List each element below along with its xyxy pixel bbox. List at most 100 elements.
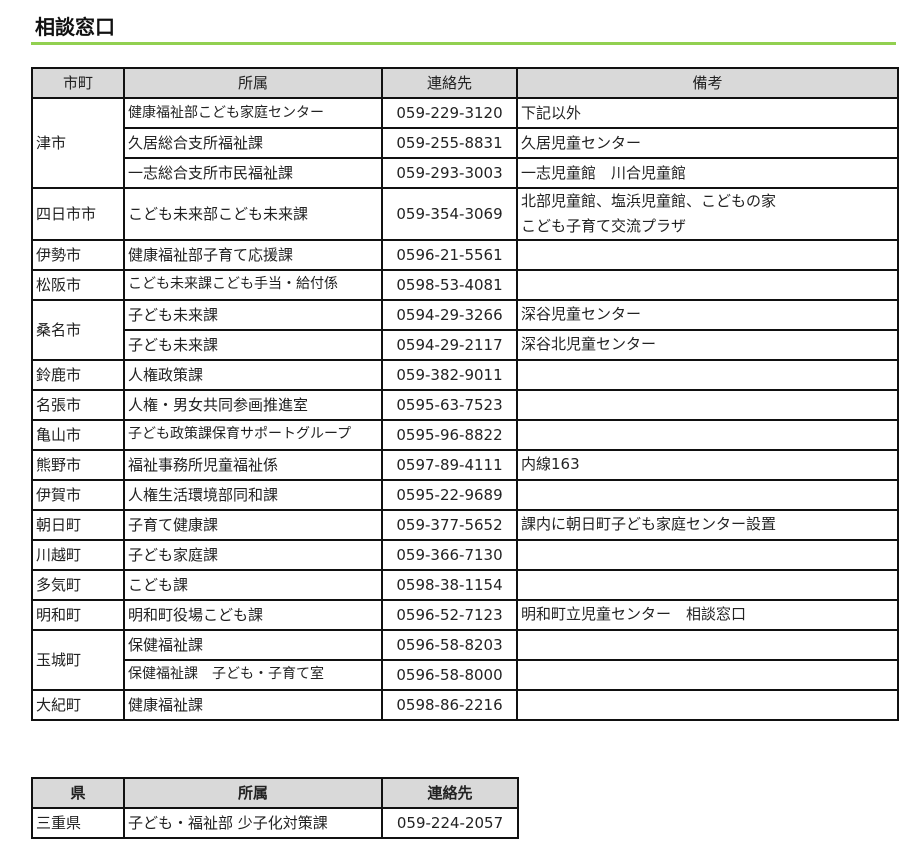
table-row: 松阪市 こども未来課こども手当・給付係 0598-53-4081 bbox=[31, 268, 899, 301]
phone-cell: 059-354-3069 bbox=[381, 187, 518, 241]
city-cell: 明和町 bbox=[31, 598, 125, 631]
phone-cell: 059-366-7130 bbox=[381, 538, 518, 571]
table-row: 名張市 人権・男女共同参画推進室 0595-63-7523 bbox=[31, 388, 899, 421]
city-cell: 伊勢市 bbox=[31, 238, 125, 271]
notes-cell: 深谷児童センター bbox=[516, 298, 899, 331]
phone-cell: 059-382-9011 bbox=[381, 358, 518, 391]
header-prefecture: 県 bbox=[31, 777, 125, 809]
prefecture-contact-table: 県 所属 連絡先 三重県 子ども・福祉部 少子化対策課 059-224-2057 bbox=[31, 777, 519, 839]
table-row: 大紀町 健康福祉課 0598-86-2216 bbox=[31, 688, 899, 721]
department-cell: こども課 bbox=[123, 568, 383, 601]
department-cell: 一志総合支所市民福祉課 bbox=[123, 157, 383, 189]
department-cell: 人権政策課 bbox=[123, 358, 383, 391]
table-row: 多気町 こども課 0598-38-1154 bbox=[31, 568, 899, 601]
city-cell: 松阪市 bbox=[31, 268, 125, 301]
notes-cell bbox=[516, 538, 899, 571]
table-row: 一志総合支所市民福祉課 059-293-3003 一志児童館 川合児童館 bbox=[32, 157, 899, 189]
phone-cell: 0594-29-2117 bbox=[381, 328, 518, 361]
phone-cell: 0595-96-8822 bbox=[381, 418, 518, 451]
notes-cell bbox=[516, 478, 899, 511]
table-row: 熊野市 福祉事務所児童福祉係 0597-89-4111 内線163 bbox=[31, 448, 899, 481]
table-row: 四日市市 こども未来部こども未来課 059-354-3069 北部児童館、塩浜児童館、… bbox=[31, 187, 899, 241]
table-row: 川越町 子ども家庭課 059-366-7130 bbox=[31, 538, 899, 571]
city-cell: 多気町 bbox=[31, 568, 125, 601]
department-cell: 保健福祉課 bbox=[123, 628, 383, 661]
department-cell: 子ども未来課 bbox=[123, 298, 383, 331]
department-cell: 子ども政策課保育サポートグループ bbox=[123, 418, 383, 451]
department-cell: 福祉事務所児童福祉係 bbox=[123, 448, 383, 481]
notes-cell: 一志児童館 川合児童館 bbox=[516, 157, 899, 189]
department-cell: 子育て健康課 bbox=[123, 508, 383, 541]
table-row: 朝日町 子育て健康課 059-377-5652 課内に朝日町子ども家庭センター設置 bbox=[31, 508, 899, 541]
title-underline bbox=[31, 42, 896, 45]
city-cell: 朝日町 bbox=[31, 508, 125, 541]
table-row: 津市 健康福祉部こども家庭センター 059-229-3120 下記以外 bbox=[31, 97, 899, 189]
department-cell: 健康福祉部子育て応援課 bbox=[123, 238, 383, 271]
department-cell: 子ども・福祉部 少子化対策課 bbox=[123, 807, 383, 839]
department-cell: 子ども家庭課 bbox=[123, 538, 383, 571]
notes-cell bbox=[516, 388, 899, 421]
department-cell: こども未来部こども未来課 bbox=[123, 187, 383, 241]
department-cell: 人権生活環境部同和課 bbox=[123, 478, 383, 511]
table-row: 明和町 明和町役場こども課 0596-52-7123 明和町立児童センター 相談窓口 bbox=[31, 598, 899, 631]
department-cell: 明和町役場こども課 bbox=[123, 598, 383, 631]
header-phone: 連絡先 bbox=[381, 777, 519, 809]
phone-cell: 0594-29-3266 bbox=[381, 298, 518, 331]
notes-cell: 久居児童センター bbox=[516, 127, 899, 159]
phone-cell: 0595-22-9689 bbox=[381, 478, 518, 511]
notes-cell bbox=[516, 688, 899, 721]
city-cell: 玉城町 bbox=[31, 628, 125, 691]
notes-cell: 明和町立児童センター 相談窓口 bbox=[516, 598, 899, 631]
phone-cell: 0598-38-1154 bbox=[381, 568, 518, 601]
header-city: 市町 bbox=[31, 67, 125, 99]
table-row: 玉城町 保健福祉課 0596-58-8203 bbox=[31, 628, 899, 691]
phone-cell: 0596-52-7123 bbox=[381, 598, 518, 631]
notes-cell: 深谷北児童センター bbox=[516, 328, 899, 361]
phone-cell: 059-377-5652 bbox=[381, 508, 518, 541]
notes-cell bbox=[516, 238, 899, 271]
city-cell: 川越町 bbox=[31, 538, 125, 571]
city-cell: 熊野市 bbox=[31, 448, 125, 481]
notes-cell bbox=[516, 568, 899, 601]
notes-cell bbox=[516, 268, 899, 301]
table-row: 保健福祉課 子ども・子育て室 0596-58-8000 bbox=[32, 658, 899, 691]
phone-cell: 0595-63-7523 bbox=[381, 388, 518, 421]
department-cell: 久居総合支所福祉課 bbox=[123, 127, 383, 159]
phone-cell: 0597-89-4111 bbox=[381, 448, 518, 481]
table-row: 鈴鹿市 人権政策課 059-382-9011 bbox=[31, 358, 899, 391]
notes-cell: 課内に朝日町子ども家庭センター設置 bbox=[516, 508, 899, 541]
table-row: 亀山市 子ども政策課保育サポートグループ 0595-96-8822 bbox=[31, 418, 899, 451]
city-cell: 鈴鹿市 bbox=[31, 358, 125, 391]
phone-cell: 0598-86-2216 bbox=[381, 688, 518, 721]
header-department: 所属 bbox=[123, 67, 383, 99]
table-row: 三重県 子ども・福祉部 少子化対策課 059-224-2057 bbox=[31, 807, 519, 839]
header-phone: 連絡先 bbox=[381, 67, 518, 99]
notes-cell bbox=[516, 658, 899, 691]
notes-cell: 北部児童館、塩浜児童館、こどもの家 こども子育て交流プラザ bbox=[516, 187, 899, 241]
page-title: 相談窓口 bbox=[35, 15, 115, 39]
notes-cell: 下記以外 bbox=[516, 97, 899, 129]
table-row: 桑名市 子ども未来課 0594-29-3266 深谷児童センター bbox=[31, 298, 899, 361]
phone-cell: 0598-53-4081 bbox=[381, 268, 518, 301]
table-header-row: 市町 所属 連絡先 備考 bbox=[31, 67, 899, 99]
header-notes: 備考 bbox=[516, 67, 899, 99]
notes-cell: 内線163 bbox=[516, 448, 899, 481]
city-cell: 桑名市 bbox=[31, 298, 125, 361]
notes-cell bbox=[516, 418, 899, 451]
city-cell: 名張市 bbox=[31, 388, 125, 421]
city-cell: 四日市市 bbox=[31, 187, 125, 241]
department-cell: 保健福祉課 子ども・子育て室 bbox=[123, 658, 383, 691]
table-header-row: 県 所属 連絡先 bbox=[31, 777, 519, 809]
city-cell: 伊賀市 bbox=[31, 478, 125, 511]
city-cell: 大紀町 bbox=[31, 688, 125, 721]
notes-cell bbox=[516, 628, 899, 661]
department-cell: 人権・男女共同参画推進室 bbox=[123, 388, 383, 421]
phone-cell: 0596-58-8203 bbox=[381, 628, 518, 661]
phone-cell: 0596-21-5561 bbox=[381, 238, 518, 271]
city-cell: 亀山市 bbox=[31, 418, 125, 451]
notes-cell bbox=[516, 358, 899, 391]
department-cell: こども未来課こども手当・給付係 bbox=[123, 268, 383, 301]
phone-cell: 059-229-3120 bbox=[381, 97, 518, 129]
table-row: 伊賀市 人権生活環境部同和課 0595-22-9689 bbox=[31, 478, 899, 511]
table-row: 久居総合支所福祉課 059-255-8831 久居児童センター bbox=[32, 127, 899, 159]
